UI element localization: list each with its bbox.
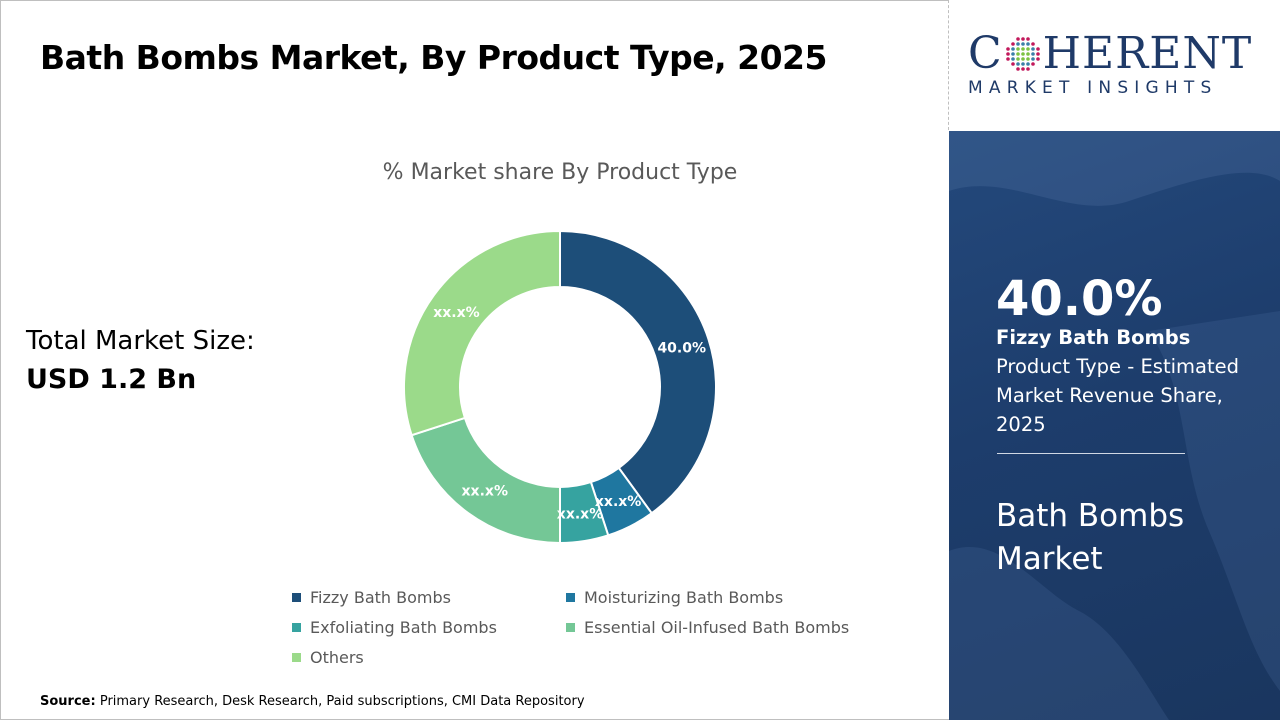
legend-item: Fizzy Bath Bombs xyxy=(292,588,566,607)
donut-slice-fizzy-bath-bombs xyxy=(559,229,717,515)
company-logo: C HERENT MARKET INSIGHTS xyxy=(968,28,1268,99)
highlight-percent: 40.0% xyxy=(996,271,1163,327)
market-name: Bath Bombs Market xyxy=(996,498,1185,577)
panel-divider xyxy=(997,453,1185,454)
chart-legend: Fizzy Bath Bombs Moisturizing Bath Bombs E… xyxy=(292,588,892,667)
legend-label: Fizzy Bath Bombs xyxy=(310,588,451,607)
legend-item: Essential Oil-Infused Bath Bombs xyxy=(566,618,866,637)
legend-label: Others xyxy=(310,648,364,667)
legend-label: Moisturizing Bath Bombs xyxy=(584,588,784,607)
total-market-value: USD 1.2 Bn xyxy=(26,364,197,395)
legend-item: Exfoliating Bath Bombs xyxy=(292,618,566,637)
source-text: Primary Research, Desk Research, Paid su… xyxy=(99,694,585,709)
highlight-text: Product Type - Estimated Market Revenue … xyxy=(996,355,1239,436)
chart-title: % Market share By Product Type xyxy=(382,160,738,185)
data-label: xx.x% xyxy=(557,506,603,522)
page-title: Bath Bombs Market, By Product Type, 2025 xyxy=(40,38,827,77)
donut-slice-others xyxy=(403,229,561,437)
donut-slice-essential-oil-infused-bath-bombs xyxy=(410,416,561,545)
logo-subtitle: MARKET INSIGHTS xyxy=(968,78,1218,98)
highlight-description: Fizzy Bath Bombs Product Type - Estimate… xyxy=(996,323,1266,439)
legend-swatch xyxy=(292,593,301,602)
legend-swatch xyxy=(566,593,575,602)
legend-swatch xyxy=(292,653,301,662)
data-label: xx.x% xyxy=(462,484,508,500)
logo-wordmark: C HERENT xyxy=(968,28,1253,79)
divider xyxy=(948,0,949,130)
highlight-segment: Fizzy Bath Bombs xyxy=(996,326,1191,349)
source-label: Source: xyxy=(40,694,96,709)
legend-swatch xyxy=(566,623,575,632)
highlight-panel: 40.0% Fizzy Bath Bombs Product Type - Es… xyxy=(949,131,1280,720)
data-label: xx.x% xyxy=(433,305,479,321)
source-note: Source: Primary Research, Desk Research,… xyxy=(40,694,585,709)
logo-globe-icon xyxy=(1005,37,1040,71)
legend-label: Essential Oil-Infused Bath Bombs xyxy=(584,618,850,637)
total-market-label: Total Market Size: xyxy=(26,326,255,356)
map-texture xyxy=(949,131,1280,720)
legend-item: Moisturizing Bath Bombs xyxy=(566,588,866,607)
legend-item: Others xyxy=(292,648,566,667)
legend-label: Exfoliating Bath Bombs xyxy=(310,618,497,637)
data-label: xx.x% xyxy=(595,494,641,510)
legend-swatch xyxy=(292,623,301,632)
donut-chart: 40.0%xx.x%xx.x%xx.x%xx.x% xyxy=(403,229,717,545)
data-label: 40.0% xyxy=(657,340,706,356)
